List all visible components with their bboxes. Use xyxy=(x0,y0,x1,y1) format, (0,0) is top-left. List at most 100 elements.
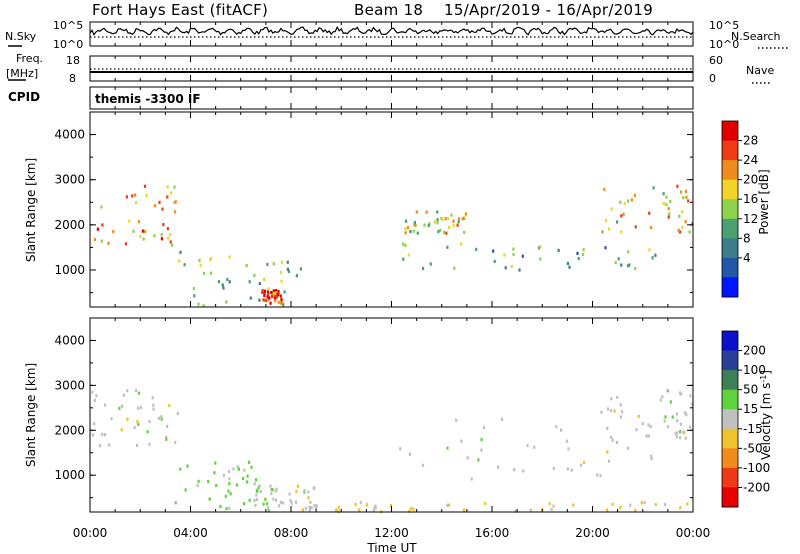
echo-cell xyxy=(157,416,161,420)
echo-cell xyxy=(278,504,281,508)
echo-cell xyxy=(273,296,277,300)
noise-sky-line xyxy=(89,25,694,36)
echo-cell xyxy=(271,294,274,299)
echo-cell xyxy=(179,467,182,471)
echo-cell xyxy=(91,390,94,394)
echo-cell xyxy=(280,298,283,302)
echo-cell xyxy=(263,293,266,298)
echo-cell xyxy=(626,264,630,268)
echo-cell xyxy=(295,274,298,278)
echo-cell xyxy=(684,220,687,224)
echo-cell xyxy=(582,248,585,252)
echo-cell xyxy=(270,492,273,496)
echo-cell xyxy=(665,195,668,199)
echo-cell xyxy=(619,506,622,510)
echo-cell xyxy=(681,225,684,229)
echo-cell xyxy=(691,222,694,226)
beam-label: Beam 18 xyxy=(354,1,423,19)
echo-cell xyxy=(477,458,480,462)
echo-cell xyxy=(299,267,302,271)
echo-cell xyxy=(480,438,483,442)
cpid-panel: CPID themis -3300 IF xyxy=(8,86,694,110)
echo-cell xyxy=(193,294,196,298)
echo-cell xyxy=(236,465,239,469)
echo-cell xyxy=(416,231,419,235)
echo-cell xyxy=(408,509,411,513)
colorbar-swatch xyxy=(722,199,738,220)
echo-cell xyxy=(273,294,276,298)
y-tick-label: 3000 xyxy=(54,378,85,392)
colorbar-tick-label: 12 xyxy=(743,212,758,226)
y-tick-label: 4000 xyxy=(54,333,85,347)
freq-right-tick-bottom: 0 xyxy=(709,72,716,85)
echo-cell xyxy=(95,394,98,398)
echo-cell xyxy=(446,446,449,450)
echo-cell xyxy=(166,195,169,199)
echo-cell xyxy=(288,492,291,496)
echo-cell xyxy=(685,195,688,200)
echo-cell xyxy=(176,411,179,415)
echo-cell xyxy=(121,404,124,408)
echo-cell xyxy=(271,291,274,295)
echo-cell xyxy=(409,230,412,234)
echo-cell xyxy=(443,230,446,234)
velocity-panel-frame xyxy=(89,317,694,513)
echo-cell xyxy=(272,488,275,492)
colorbar-tick-label: -15 xyxy=(743,422,763,436)
echo-cell xyxy=(606,450,609,454)
echo-cell xyxy=(335,508,338,512)
echo-cell xyxy=(678,436,682,440)
echo-cell xyxy=(641,422,644,426)
echo-cell xyxy=(162,223,165,227)
echo-cell xyxy=(208,497,211,501)
echo-cell xyxy=(289,498,292,503)
power-ylabel: Slant Range [km] xyxy=(24,158,38,262)
station-title: Fort Hays East (fitACF) xyxy=(92,1,268,19)
echo-cell xyxy=(635,428,638,432)
echo-cell xyxy=(304,506,307,511)
echo-cell xyxy=(277,300,280,304)
echo-cell xyxy=(295,490,298,494)
echo-cell xyxy=(512,252,515,257)
echo-cell xyxy=(643,500,646,505)
echo-cell xyxy=(315,504,318,508)
echo-cell xyxy=(142,237,145,241)
echo-cell xyxy=(134,200,138,205)
echo-cell xyxy=(666,425,669,429)
x-tick-label: 16:00 xyxy=(475,526,510,540)
echo-cell xyxy=(197,302,200,306)
echo-cell xyxy=(581,253,585,257)
echo-cell xyxy=(512,247,515,251)
echo-cell xyxy=(134,193,137,197)
echo-cell xyxy=(258,281,261,286)
echo-cell xyxy=(436,221,439,225)
echo-cell xyxy=(269,484,272,488)
echo-cell xyxy=(604,246,607,250)
echo-cell xyxy=(131,194,134,198)
echo-cell xyxy=(648,211,651,215)
echo-cell xyxy=(610,397,613,401)
echo-cell xyxy=(264,299,267,303)
echo-cell xyxy=(166,227,169,231)
echo-cell xyxy=(650,457,653,461)
colorbar-swatch xyxy=(722,218,738,239)
echo-cell xyxy=(308,508,311,512)
echo-cell xyxy=(232,467,235,471)
echo-cell xyxy=(678,214,681,218)
echo-cell xyxy=(619,403,622,407)
echo-cell xyxy=(665,203,668,207)
echo-cell xyxy=(258,484,261,488)
echo-cell xyxy=(676,184,679,188)
echo-cell xyxy=(354,502,357,507)
y-tick-label: 2000 xyxy=(54,423,85,437)
echo-cell xyxy=(167,236,170,240)
colorbar-tick-label: 8 xyxy=(743,231,751,245)
echo-cell xyxy=(178,259,181,263)
echo-cell xyxy=(128,219,131,223)
echo-cell xyxy=(183,263,186,267)
echo-cell xyxy=(174,440,177,445)
freq-left-label-unit: [MHz] xyxy=(6,67,38,80)
echo-cell xyxy=(647,423,650,427)
echo-cell xyxy=(280,260,284,264)
echo-cell xyxy=(151,396,154,400)
